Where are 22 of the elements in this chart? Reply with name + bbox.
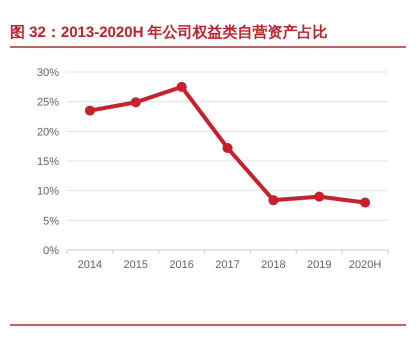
y-tick-label: 5% — [43, 215, 60, 228]
x-tick-label: 2014 — [78, 259, 102, 271]
x-tick-label: 2016 — [169, 259, 194, 271]
point — [360, 198, 370, 208]
y-tick-label: 15% — [36, 156, 60, 168]
point — [314, 192, 324, 202]
y-tick-label: 0% — [43, 245, 60, 257]
y-tick-label: 10% — [36, 186, 60, 198]
point — [222, 142, 232, 153]
title: 图 32：2013-2020H 年公司权益类自营资产占比 — [10, 24, 328, 41]
point — [84, 106, 95, 116]
point — [268, 195, 278, 206]
x-tick-label: 2015 — [124, 259, 148, 271]
y-tick-label: 20% — [36, 126, 60, 138]
y-tick-label: 25% — [36, 96, 60, 109]
x-tick-label: 2019 — [306, 259, 332, 271]
point — [176, 82, 187, 92]
x-tick-label: 2018 — [261, 259, 286, 271]
y-tick-label: 30% — [36, 67, 60, 79]
x-tick-label: 2017 — [215, 259, 240, 271]
point — [130, 97, 141, 108]
x-tick-label: 2020H — [348, 259, 382, 271]
